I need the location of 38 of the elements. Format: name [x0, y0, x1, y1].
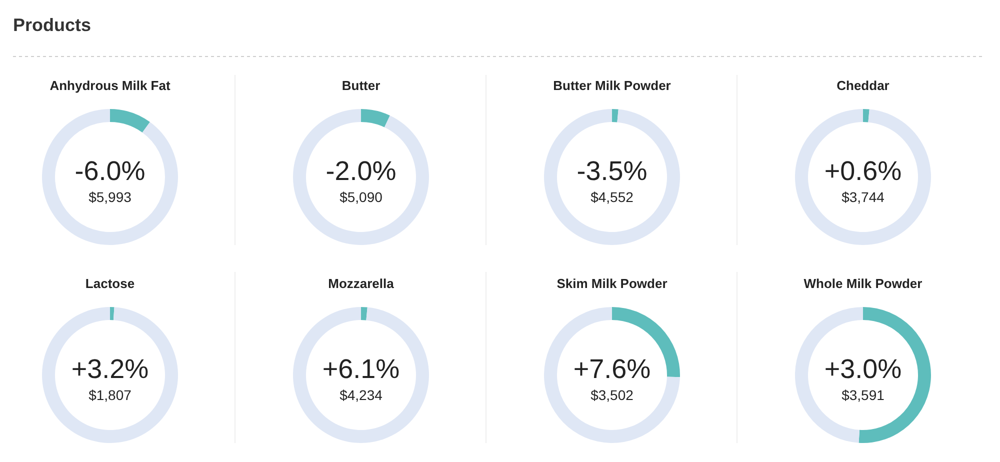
donut-slice [863, 109, 870, 122]
text: $3,591 [842, 387, 885, 403]
donut-slice [544, 109, 680, 245]
donut-slice [795, 109, 931, 245]
donut-slice [612, 109, 618, 122]
donut-slice [42, 307, 178, 443]
chart-title: Lactose [85, 276, 135, 291]
donut-slice [110, 109, 150, 133]
chart-title: Cheddar [836, 78, 890, 93]
donut-slice [361, 109, 390, 128]
text: +0.6% [824, 156, 902, 186]
text: -2.0% [326, 156, 396, 186]
donut-slice [361, 307, 368, 320]
text: -6.0% [74, 156, 146, 186]
text: $5,090 [340, 189, 383, 205]
text: $3,744 [842, 189, 885, 205]
chart-title: Whole Milk Powder [804, 276, 922, 291]
text: +7.6% [573, 354, 651, 384]
text: +3.2% [71, 354, 149, 384]
text: $4,234 [340, 387, 383, 403]
chart-title: Skim Milk Powder [556, 276, 668, 291]
text: Products [13, 15, 92, 35]
text: $4,552 [590, 189, 634, 205]
chart-title: Mozzarella [328, 276, 395, 291]
donut-slice [544, 307, 680, 443]
donut-slice [293, 307, 429, 443]
text: +3.0% [824, 354, 902, 384]
chart-title: Butter [342, 78, 380, 93]
donut-slice [293, 109, 429, 245]
text: $5,993 [88, 189, 132, 205]
text: $3,502 [590, 387, 634, 403]
chart-title: Butter Milk Powder [553, 78, 671, 93]
text: +6.1% [322, 354, 400, 384]
text: -3.5% [576, 156, 648, 186]
text: $1,807 [88, 387, 132, 403]
donut-slice [110, 307, 114, 320]
donut-slice [42, 109, 178, 245]
chart-title: Anhydrous Milk Fat [50, 78, 171, 93]
